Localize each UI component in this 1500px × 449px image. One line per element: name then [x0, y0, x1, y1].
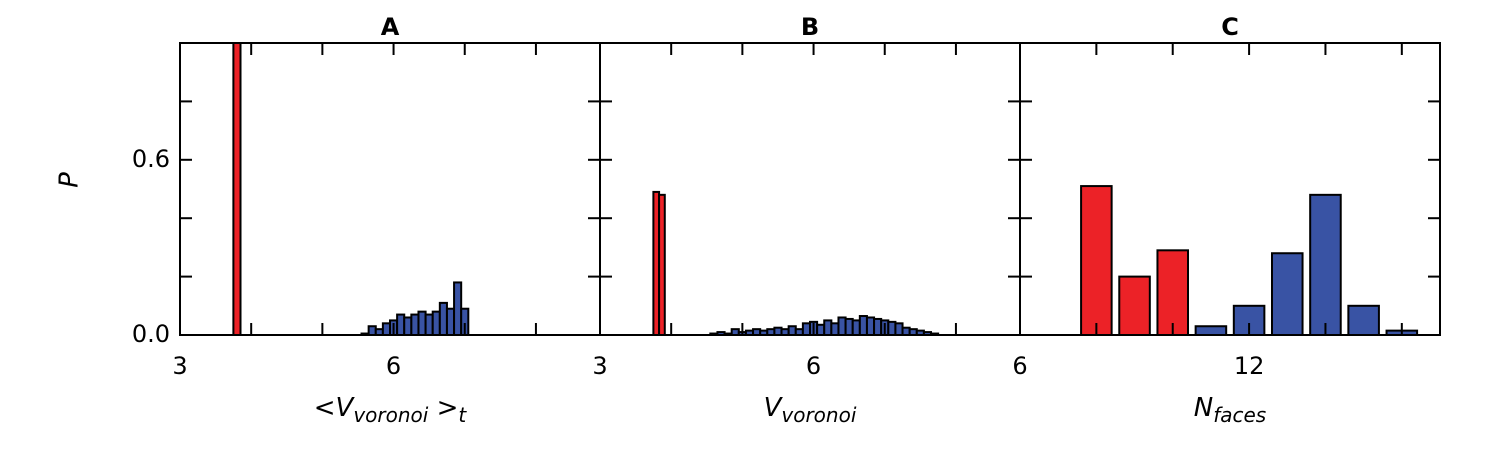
- bar: [445, 307, 456, 337]
- x-axis-label-part: <V: [314, 393, 356, 423]
- x-tick-label: 3: [172, 352, 187, 380]
- bar: [887, 320, 897, 336]
- x-axis-label: Nfaces: [1194, 393, 1266, 427]
- bar: [1309, 193, 1342, 336]
- bar: [873, 317, 883, 337]
- panel-title: C: [1221, 13, 1239, 41]
- bar: [453, 281, 463, 337]
- x-axis-label-part: voronoi: [781, 403, 856, 427]
- x-tick-label: 6: [386, 352, 401, 380]
- bar: [844, 317, 854, 337]
- bar: [1194, 325, 1228, 336]
- y-axis-label: P: [55, 172, 85, 188]
- bar: [823, 319, 833, 336]
- bar: [801, 322, 811, 337]
- x-axis-label: <Vvoronoi >t: [314, 393, 468, 427]
- panel-title: B: [801, 13, 819, 41]
- bar: [403, 316, 413, 337]
- bar: [431, 310, 441, 337]
- bar: [851, 319, 861, 336]
- bar: [1271, 252, 1304, 337]
- x-axis-label: Vvoronoi: [764, 393, 857, 427]
- bar: [417, 310, 427, 337]
- plot-frame: [1019, 42, 1441, 336]
- x-tick-label: 12: [1234, 352, 1265, 380]
- bar: [424, 313, 434, 336]
- x-axis-label-part: faces: [1213, 403, 1266, 427]
- x-tick-label: 6: [806, 352, 821, 380]
- bar: [1080, 185, 1113, 336]
- x-tick-label: 3: [592, 352, 607, 380]
- bar: [837, 316, 847, 337]
- plot-frame: [179, 42, 601, 336]
- panel-title: A: [381, 13, 400, 41]
- x-axis-label-part: voronoi: [353, 403, 428, 427]
- bar: [787, 325, 797, 336]
- bar: [773, 326, 783, 337]
- bar: [396, 313, 406, 336]
- bar: [865, 316, 876, 337]
- x-axis-label-part: N: [1194, 393, 1213, 423]
- bar: [830, 322, 840, 337]
- y-tick-label: 0.6: [132, 145, 170, 173]
- bar: [858, 315, 868, 336]
- x-axis-label-part: V: [764, 393, 784, 423]
- x-tick-label: 6: [1012, 352, 1027, 380]
- bar: [410, 313, 420, 336]
- bar: [816, 323, 826, 336]
- x-axis-label-part: t: [458, 403, 467, 427]
- bar: [381, 322, 391, 337]
- bar: [901, 326, 911, 337]
- bar: [894, 322, 904, 337]
- bar: [232, 42, 242, 336]
- bar: [438, 301, 448, 337]
- bar: [367, 325, 377, 336]
- bar: [1347, 304, 1380, 336]
- bar: [1118, 275, 1151, 337]
- bar: [658, 193, 666, 336]
- y-tick-label: 0.0: [132, 320, 170, 348]
- bar: [1156, 249, 1190, 337]
- x-axis-label-part: >: [428, 393, 458, 423]
